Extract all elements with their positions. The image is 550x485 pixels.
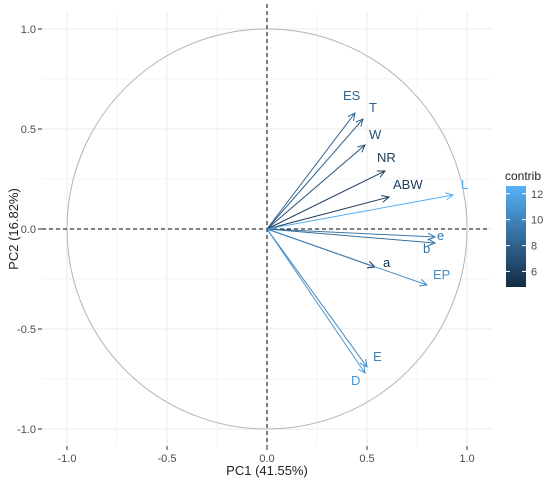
arrow-D [266, 228, 366, 374]
arrow-NR [266, 170, 386, 230]
legend-tick-label: 10 [531, 215, 543, 227]
legend-tick-label: 6 [531, 266, 537, 278]
arrowhead-L [445, 192, 455, 201]
arrow-L [266, 194, 454, 230]
arrow-ABW [266, 196, 390, 230]
arrowhead-W [357, 144, 366, 153]
arrowhead-EP [418, 278, 429, 287]
arrow-ES [266, 112, 356, 230]
variable-label-T: T [369, 100, 377, 115]
variable-label-D: D [351, 373, 360, 388]
variable-label-L: L [461, 177, 468, 192]
legend-title: contrib [505, 169, 541, 183]
variable-label-NR: NR [377, 150, 396, 165]
y-axis-title: PC2 (16.82%) [6, 188, 21, 270]
variable-label-ABW: ABW [393, 177, 423, 192]
legend-tick-label: 8 [531, 241, 537, 253]
arrow-E [266, 228, 368, 368]
arrowhead-b [427, 238, 437, 247]
x-tick-label: 0.0 [259, 453, 274, 465]
arrowhead-e [427, 232, 437, 241]
zero-lines [42, 4, 488, 446]
x-tick-label: 0.5 [359, 453, 374, 465]
arrowhead-NR [376, 170, 387, 178]
arrowhead-ES [347, 112, 356, 121]
legend-colorbar [506, 186, 526, 287]
arrow-b [266, 228, 436, 244]
x-tick-label: -1.0 [58, 453, 77, 465]
arrowhead-D [357, 365, 366, 374]
y-tick-label: -0.5 [17, 324, 36, 336]
arrowhead-E [359, 359, 368, 368]
arrow-EP [266, 228, 428, 286]
y-tick-label: 0.0 [21, 224, 36, 236]
y-axis-ticks: 1.0 0.5 0.0 -0.5 -1.0 [17, 24, 42, 436]
variable-label-EP: EP [433, 267, 450, 282]
arrow-W [266, 144, 366, 230]
x-axis-ticks: -1.0 -0.5 0.0 0.5 1.0 [58, 446, 475, 465]
arrowhead-ABW [381, 194, 391, 203]
variable-label-W: W [369, 127, 382, 142]
legend-ticks: 12 10 8 6 [506, 189, 543, 278]
y-tick-label: -1.0 [17, 424, 36, 436]
legend: contrib 12 10 8 6 [505, 169, 543, 287]
arrow-e [266, 228, 436, 238]
variable-label-E: E [373, 349, 382, 364]
arrow-T [266, 118, 364, 230]
x-tick-label: -0.5 [158, 453, 177, 465]
variable-label-a: a [383, 255, 391, 270]
variable-arrows [266, 112, 455, 374]
x-tick-label: 1.0 [459, 453, 474, 465]
x-axis-title: PC1 (41.55%) [226, 463, 308, 478]
legend-tick-label: 12 [531, 189, 543, 201]
arrowhead-T [355, 118, 364, 127]
y-tick-label: 1.0 [21, 24, 36, 36]
y-tick-label: 0.5 [21, 124, 36, 136]
variable-label-ES: ES [343, 88, 361, 103]
variable-label-e: e [437, 228, 444, 243]
variable-label-b: b [423, 241, 430, 256]
variable-labels: ES TW NR ABW Leb a EP ED [343, 88, 468, 388]
